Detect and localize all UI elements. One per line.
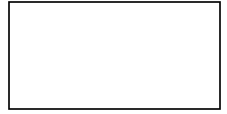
Text: End: End (16, 48, 41, 61)
Text: Press ←: Press ← (136, 85, 187, 98)
Text: Calibration: Calibration (16, 23, 89, 36)
